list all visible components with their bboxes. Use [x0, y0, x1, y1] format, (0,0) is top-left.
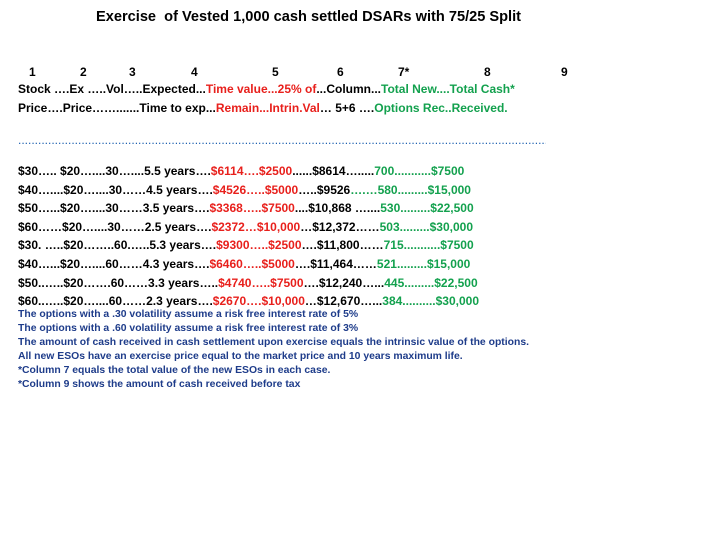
table-row: $40…....$20…....30……4.5 years….$4526…..$… [18, 181, 479, 200]
header-line-2: Price….Price…….......Time to exp...Remai… [18, 101, 508, 115]
header-line-1-b: Time value...25% of [205, 82, 317, 96]
header-line-2-b: Remain...Intrin.Val [215, 101, 320, 115]
row-mid: ….$12,240…... [303, 275, 385, 290]
column-number-5: 5 [272, 65, 279, 79]
row-left: $30. …..$20……..60.…..5.3 years…. [18, 238, 217, 253]
row-left: $30….. $20…....30…....5.5 years…. [18, 164, 211, 178]
row-red: $6114….$2500 [210, 164, 293, 178]
row-left: $40…...$20…....60……4.3 years…. [18, 256, 210, 271]
header-line-1-c: ...Column... [316, 82, 381, 96]
column-number-9: 9 [561, 65, 568, 79]
row-red: $3368…..$7500 [209, 201, 295, 216]
row-mid: …$12,670…... [304, 294, 383, 309]
row-mid: …..$9526 [298, 182, 351, 197]
row-green: 503.........$30,000 [379, 219, 473, 234]
header-line-1: Stock ….Ex …..Vol…..Expected...Time valu… [18, 82, 515, 96]
header-line-2-d: Options Rec..Received. [374, 101, 508, 115]
row-green: 521.........$15,000 [376, 256, 471, 271]
row-green: 715...........$7500 [383, 238, 474, 253]
row-red: $2372…$10,000 [211, 219, 301, 234]
footnote: *Column 7 equals the total value of the … [18, 365, 331, 376]
footnote: The options with a .60 volatility assume… [18, 323, 359, 334]
row-left: $60……$20…....30……2.5 years…. [18, 219, 212, 234]
header-line-2-c: … 5+6 …. [319, 101, 375, 115]
footnote: The options with a .30 volatility assume… [18, 309, 359, 320]
column-number-1: 1 [29, 65, 36, 79]
table-row: $30. …..$20……..60.…..5.3 years….$9300…..… [18, 236, 479, 255]
row-mid: ….$11,464…… [294, 256, 377, 271]
dotted-separator: ........................................… [18, 133, 546, 147]
row-left: $50…...$20…....30……3.5 years…. [18, 201, 210, 216]
row-mid: ….$11,800…… [301, 238, 384, 253]
column-number-3: 3 [129, 65, 136, 79]
row-green: 445.........$22,500 [384, 275, 478, 290]
footnote: *Column 9 shows the amount of cash recei… [18, 379, 301, 390]
header-line-1-a: Stock ….Ex …..Vol…..Expected... [18, 82, 206, 96]
header-line-2-a: Price….Price…….......Time to exp... [18, 101, 216, 115]
footnote: All new ESOs have an exercise price equa… [18, 351, 463, 362]
table-row: $40…...$20…....60……4.3 years….$6460…..$5… [18, 255, 479, 274]
row-mid: ....$10,868 ….... [294, 201, 381, 216]
table-row: $60..…..$20…....60……2.3 years….$2670….$1… [18, 292, 479, 311]
table-row: $30….. $20…....30…....5.5 years….$6114….… [18, 162, 479, 181]
row-red: $6460…..$5000 [209, 256, 295, 271]
row-green: 700...........$7500 [374, 164, 465, 178]
column-number-8: 8 [484, 65, 491, 79]
row-green: 384..........$30,000 [382, 294, 480, 309]
row-left: $50..…..$20…….60……3.3 years….. [18, 275, 219, 290]
header-line-1-d: Total New....Total Cash* [381, 82, 515, 96]
column-number-4: 4 [191, 65, 198, 79]
table-row: $50…...$20…....30……3.5 years….$3368…..$7… [18, 199, 479, 218]
data-rows: $30….. $20…....30…....5.5 years….$6114….… [18, 162, 479, 311]
column-number-6: 6 [337, 65, 344, 79]
page-title: Exercise of Vested 1,000 cash settled DS… [96, 9, 522, 25]
row-left: $40…....$20…....30……4.5 years…. [18, 182, 213, 197]
row-left: $60..…..$20…....60……2.3 years…. [18, 294, 213, 309]
row-red: $4526…..$5000 [212, 182, 299, 197]
column-numbers: 1 2 3 4 5 6 7* 8 9 [0, 65, 728, 81]
table-row: $50..…..$20…….60……3.3 years…..$4740…..$7… [18, 274, 479, 293]
footnotes: The options with a .30 volatility assume… [18, 308, 529, 392]
row-mid: ......$8614…..... [292, 164, 375, 178]
column-number-7: 7* [398, 65, 410, 79]
row-red: $4740…..$7500 [218, 275, 304, 290]
column-number-2: 2 [80, 65, 87, 79]
footnote: The amount of cash received in cash sett… [18, 337, 530, 348]
row-red: $9300…..$2500 [216, 238, 302, 253]
row-green: ….…580.........$15,000 [350, 182, 471, 197]
row-red: $2670….$10,000 [212, 294, 305, 309]
row-green: 530.........$22,500 [380, 201, 474, 216]
table-row: $60……$20…....30……2.5 years….$2372…$10,00… [18, 218, 479, 237]
row-mid: …$12,372…… [300, 219, 380, 234]
